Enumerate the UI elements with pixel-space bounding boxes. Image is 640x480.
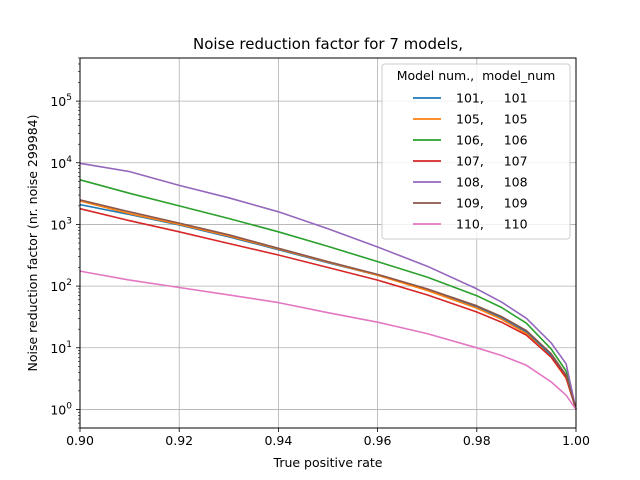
y-tick-label: 100 — [50, 401, 72, 417]
legend-label: 101, 101 — [456, 91, 528, 106]
x-axis-label: True positive rate — [273, 455, 383, 470]
x-tick-label: 1.00 — [562, 433, 590, 448]
legend-title: Model num., model_num — [397, 68, 556, 83]
legend-label: 109, 109 — [456, 196, 528, 211]
series-layer — [79, 162, 577, 410]
y-tick-label: 104 — [50, 155, 72, 171]
x-tick-label: 0.92 — [165, 433, 193, 448]
legend-label: 106, 106 — [456, 133, 528, 148]
legend-label: 108, 108 — [456, 175, 528, 190]
y-tick-label: 103 — [50, 216, 72, 232]
series-line-6 — [79, 199, 577, 410]
legend-label: 110, 110 — [456, 217, 528, 232]
series-line-4 — [79, 207, 577, 410]
y-tick-label: 105 — [50, 93, 72, 109]
y-tick-label: 101 — [50, 340, 72, 356]
series-line-7 — [79, 270, 577, 410]
series-line-5 — [79, 162, 577, 410]
y-tick-label: 102 — [50, 278, 72, 294]
y-axis-label: Noise reduction factor (nr. noise 299984… — [25, 115, 40, 372]
chart-title: Noise reduction factor for 7 models, — [193, 35, 463, 53]
x-tick-label: 0.96 — [364, 433, 392, 448]
legend-box — [381, 63, 571, 240]
x-tick-label: 0.94 — [264, 433, 292, 448]
legend-label: 105, 105 — [456, 112, 528, 127]
legend-label: 107, 107 — [456, 154, 528, 169]
series-line-3 — [79, 179, 577, 410]
tick-layer: 0.90 0.92 0.94 0.96 0.98 1.00 100 101 102 103 104 1… — [50, 57, 590, 448]
legend-entries: 101, 101 105, 105 106, 106 107, 107 108, 108… — [413, 91, 528, 232]
x-tick-label: 0.90 — [66, 433, 94, 448]
x-tick-label: 0.98 — [463, 433, 491, 448]
